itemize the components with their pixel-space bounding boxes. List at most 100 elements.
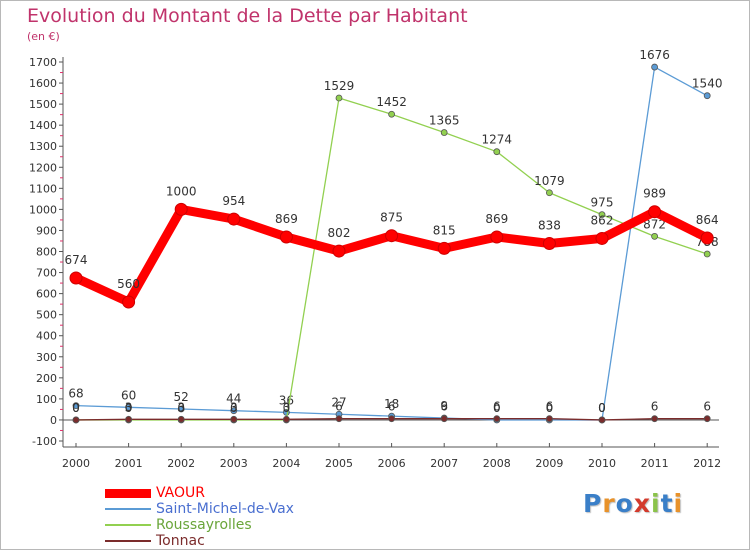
- proxiti-logo: Proxiti: [583, 489, 683, 518]
- data-label: 6: [493, 400, 501, 414]
- data-label: 3: [283, 400, 291, 414]
- data-label: 0: [546, 401, 554, 415]
- data-point: [437, 241, 451, 255]
- data-point: [69, 271, 83, 285]
- data-point: [651, 415, 658, 423]
- data-label: 954: [222, 194, 245, 208]
- data-point: [125, 415, 132, 423]
- data-point: [122, 295, 136, 309]
- x-tick-label: 2010: [588, 457, 616, 470]
- logo-letter: i: [651, 489, 661, 518]
- legend-swatch: [105, 540, 151, 542]
- data-label: 674: [65, 253, 88, 267]
- data-label: 3: [125, 400, 133, 414]
- data-label: 802: [328, 226, 351, 240]
- data-label: 0: [598, 401, 606, 415]
- x-tick-label: 2011: [641, 457, 669, 470]
- legend-label: Saint-Michel-de-Vax: [156, 501, 294, 517]
- data-point: [177, 405, 185, 413]
- data-label: 1079: [534, 174, 565, 188]
- data-point: [230, 407, 238, 415]
- data-label: 9: [440, 399, 448, 413]
- data-label: 875: [380, 211, 403, 225]
- y-tick-label: 1300: [29, 140, 57, 153]
- data-point: [335, 415, 343, 423]
- data-label: 560: [117, 277, 140, 291]
- data-label: 872: [643, 217, 666, 231]
- data-point: [493, 415, 501, 423]
- legend-swatch: [105, 524, 151, 526]
- logo-letter: i: [673, 489, 684, 518]
- data-point: [546, 415, 553, 423]
- chart-title: Evolution du Montant de la Dette par Hab…: [27, 5, 468, 27]
- x-tick-label: 2009: [535, 457, 563, 470]
- data-label: 0: [72, 401, 80, 415]
- data-point: [703, 250, 711, 258]
- chart-subtitle: (en €): [27, 30, 60, 43]
- y-tick-label: 300: [36, 351, 57, 364]
- y-tick-label: 1500: [29, 98, 57, 111]
- data-label: 864: [696, 213, 719, 227]
- data-label: 18: [384, 397, 399, 411]
- data-label: 0: [125, 401, 133, 415]
- data-point: [230, 415, 238, 423]
- legend-label: Tonnac: [156, 533, 205, 549]
- x-tick-label: 2004: [272, 457, 300, 470]
- data-label: 838: [538, 218, 561, 232]
- x-tick-label: 2000: [62, 457, 90, 470]
- data-label: 1000: [166, 184, 197, 198]
- logo-letter: r: [602, 489, 616, 518]
- y-tick-label: 100: [36, 393, 57, 406]
- data-label: 1365: [429, 114, 460, 128]
- data-point: [651, 232, 658, 240]
- y-tick-label: 1700: [29, 56, 57, 69]
- data-label: 0: [493, 401, 501, 415]
- data-label: 869: [275, 212, 298, 226]
- x-tick-label: 2002: [167, 457, 195, 470]
- data-point: [332, 244, 346, 258]
- y-tick-label: 1000: [29, 203, 57, 216]
- data-label: 6: [651, 400, 659, 414]
- data-label: 815: [433, 223, 456, 237]
- data-point: [703, 415, 711, 423]
- y-tick-label: 1600: [29, 77, 57, 90]
- y-tick-label: 200: [36, 372, 57, 385]
- data-label: 1452: [376, 95, 407, 109]
- data-label: 0: [230, 401, 238, 415]
- x-tick-label: 2012: [693, 457, 721, 470]
- x-tick-label: 2001: [115, 457, 143, 470]
- series-line-saint-michel-de-vax: [75, 66, 708, 421]
- data-label: 0: [177, 401, 185, 415]
- data-label: 869: [485, 212, 508, 226]
- y-tick-label: 500: [36, 309, 57, 322]
- legend-swatch: [105, 488, 151, 498]
- data-label: 3: [177, 400, 185, 414]
- logo-letter: x: [633, 489, 651, 518]
- data-point: [440, 415, 448, 423]
- legend-swatch: [105, 508, 151, 510]
- data-point: [542, 236, 556, 250]
- data-point: [546, 189, 553, 197]
- data-label: 0: [72, 401, 80, 415]
- y-tick-label: 1200: [29, 161, 57, 174]
- logo-letter: o: [615, 489, 634, 518]
- data-point: [490, 230, 504, 244]
- data-point: [598, 211, 606, 219]
- x-tick-label: 2003: [220, 457, 248, 470]
- data-point: [177, 415, 185, 423]
- data-label: 1274: [482, 133, 513, 147]
- y-tick-label: 900: [36, 224, 57, 237]
- data-point: [703, 92, 711, 100]
- data-point: [385, 229, 399, 243]
- data-label: 1529: [324, 79, 355, 93]
- data-label: 6: [440, 400, 448, 414]
- data-point: [651, 63, 658, 71]
- data-point: [598, 416, 606, 424]
- data-label: 44: [226, 392, 241, 406]
- legend-label: Roussayrolles: [156, 517, 252, 533]
- x-tick-label: 2005: [325, 457, 353, 470]
- data-label: 3: [230, 400, 238, 414]
- y-tick-label: -100: [32, 435, 57, 448]
- x-tick-label: 2008: [483, 457, 511, 470]
- data-label: 1676: [639, 48, 670, 62]
